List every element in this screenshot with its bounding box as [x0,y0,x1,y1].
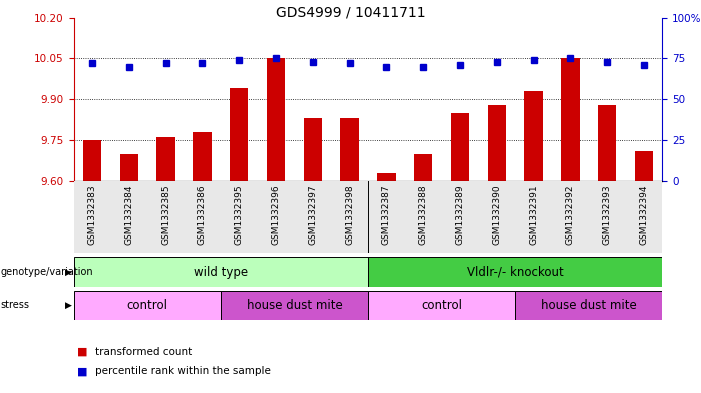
Text: ▶: ▶ [64,301,72,310]
Bar [221,291,368,320]
Bar [515,291,662,320]
Bar [377,173,395,181]
Text: GSM1332392: GSM1332392 [566,184,575,245]
Text: wild type: wild type [193,266,248,279]
Text: GSM1332396: GSM1332396 [271,184,280,245]
Text: genotype/variation: genotype/variation [1,267,93,277]
Bar [230,88,248,181]
Bar [635,151,653,181]
Bar [368,257,662,287]
Text: stress: stress [1,300,29,310]
Text: GSM1332395: GSM1332395 [235,184,244,245]
Bar [120,154,138,181]
Text: GSM1332387: GSM1332387 [382,184,391,245]
Text: ▶: ▶ [64,268,72,276]
Bar [267,59,285,181]
Text: GSM1332384: GSM1332384 [124,184,133,245]
Text: house dust mite: house dust mite [541,299,637,312]
Bar [156,137,175,181]
Bar [524,91,543,181]
Bar [304,118,322,181]
Bar [562,59,580,181]
Text: percentile rank within the sample: percentile rank within the sample [95,366,271,376]
Text: ■: ■ [77,366,88,376]
Text: house dust mite: house dust mite [247,299,342,312]
Text: GSM1332386: GSM1332386 [198,184,207,245]
Bar [488,105,506,181]
Bar [414,154,433,181]
Text: control: control [421,299,462,312]
Text: GSM1332391: GSM1332391 [529,184,538,245]
Text: GSM1332389: GSM1332389 [456,184,465,245]
Text: GSM1332397: GSM1332397 [308,184,318,245]
Text: ■: ■ [77,347,88,357]
Text: Vldlr-/- knockout: Vldlr-/- knockout [467,266,564,279]
Bar [74,291,221,320]
Text: GSM1332388: GSM1332388 [418,184,428,245]
Text: GSM1332398: GSM1332398 [345,184,354,245]
Text: transformed count: transformed count [95,347,192,357]
Bar [193,132,212,181]
Text: control: control [127,299,168,312]
Text: GSM1332383: GSM1332383 [88,184,97,245]
Text: GSM1332393: GSM1332393 [603,184,612,245]
Bar [83,140,101,181]
Text: GSM1332390: GSM1332390 [492,184,501,245]
Bar [451,113,469,181]
Bar [598,105,616,181]
Text: GSM1332394: GSM1332394 [639,184,648,245]
Bar [368,291,515,320]
Text: GDS4999 / 10411711: GDS4999 / 10411711 [275,6,426,20]
Bar [74,257,368,287]
Text: GSM1332385: GSM1332385 [161,184,170,245]
Bar [341,118,359,181]
